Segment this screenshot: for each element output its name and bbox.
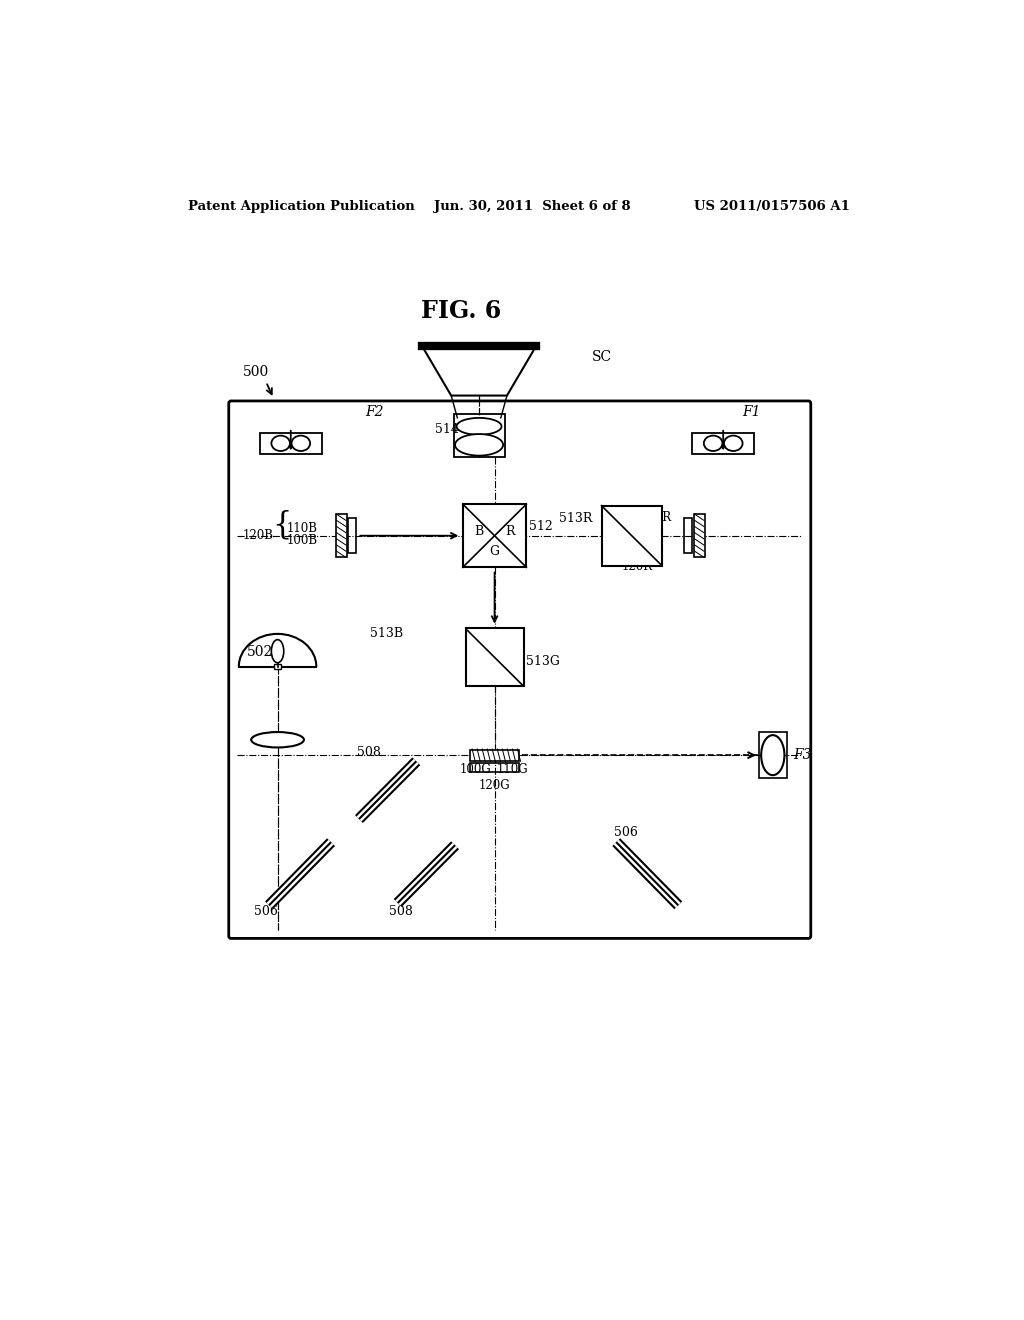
Text: G: G [489,545,500,557]
Text: 110R: 110R [640,511,672,524]
Bar [759,733,786,779]
Text: 513R: 513R [559,512,592,525]
Bar [348,517,356,553]
Bar [463,504,526,568]
Text: 100R: 100R [614,511,645,524]
Text: US 2011/0157506 A1: US 2011/0157506 A1 [693,199,850,213]
Ellipse shape [724,436,742,451]
Text: 110B: 110B [287,523,317,536]
Text: F2: F2 [366,405,384,420]
Ellipse shape [271,640,284,663]
Text: FIG. 6: FIG. 6 [421,298,502,323]
Bar [601,506,662,566]
Ellipse shape [292,436,310,451]
Text: 513B: 513B [370,627,402,640]
Bar [336,513,346,557]
Text: 513G: 513G [525,655,559,668]
Text: 506: 506 [614,826,638,840]
Text: Patent Application Publication: Patent Application Publication [188,199,415,213]
Text: B: B [474,524,483,537]
Text: 502: 502 [248,645,273,659]
Ellipse shape [251,733,304,747]
Text: 120R: 120R [622,560,653,573]
Bar [466,628,524,686]
Bar [693,513,705,557]
Text: F1: F1 [742,405,761,420]
Text: 508: 508 [389,906,413,917]
Text: R: R [505,524,515,537]
Text: 120B: 120B [243,529,273,543]
Bar [274,664,281,669]
Text: 514: 514 [435,422,459,436]
Ellipse shape [455,434,503,455]
Bar [692,433,755,454]
Text: Jun. 30, 2011  Sheet 6 of 8: Jun. 30, 2011 Sheet 6 of 8 [434,199,631,213]
Bar [470,750,519,762]
Text: 100G: 100G [460,763,492,776]
Text: 512: 512 [529,520,553,533]
Ellipse shape [271,436,290,451]
Ellipse shape [457,418,502,434]
Text: 500: 500 [243,366,269,379]
Bar [260,433,322,454]
Text: F3: F3 [793,748,811,762]
Ellipse shape [761,735,784,775]
Ellipse shape [703,436,722,451]
Text: SC: SC [592,350,611,364]
Text: 506: 506 [254,906,278,917]
Bar [454,414,505,457]
Text: 100B: 100B [287,533,318,546]
Bar [684,517,692,553]
Text: 120G: 120G [479,779,511,792]
Text: {: { [272,510,292,540]
Text: 110G: 110G [496,763,527,776]
Text: 508: 508 [357,746,381,759]
Bar [470,763,519,772]
